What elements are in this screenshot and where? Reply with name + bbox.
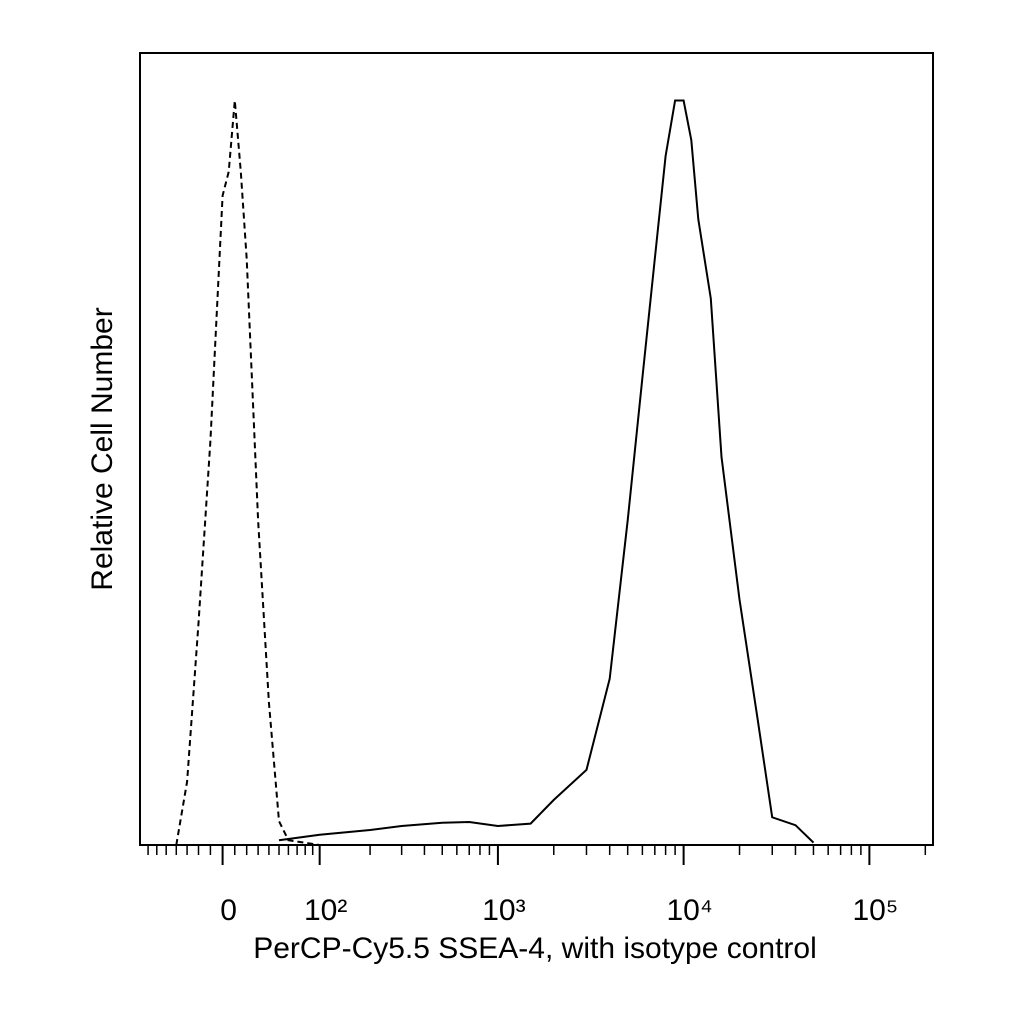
x-tick-label: 10⁵ xyxy=(852,894,898,927)
x-tick-label: 10⁴ xyxy=(666,894,712,927)
histogram-line xyxy=(278,99,815,844)
x-tick-label: 0 xyxy=(220,894,237,927)
x-axis-label: PerCP-Cy5.5 SSEA-4, with isotype control xyxy=(253,932,817,965)
y-axis-label: Relative Cell Number xyxy=(86,307,119,590)
plot-frame xyxy=(139,52,934,846)
x-tick-label: 10² xyxy=(304,894,347,927)
x-tick-label: 10³ xyxy=(482,894,525,927)
histogram-line xyxy=(175,100,814,846)
